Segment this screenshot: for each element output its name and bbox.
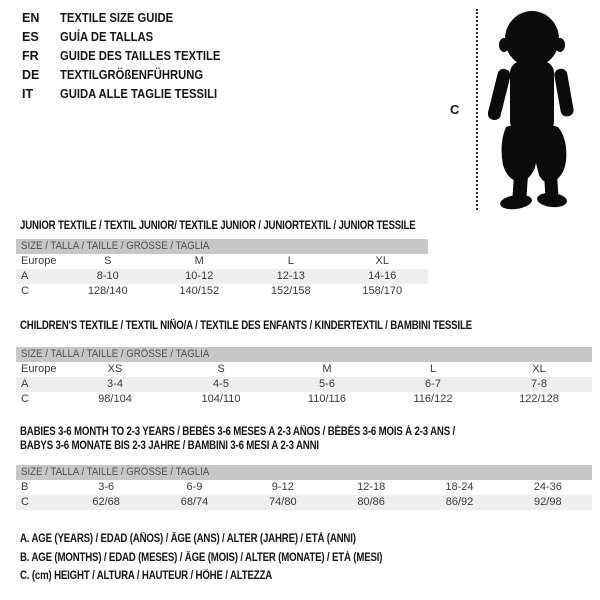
size-cell: XL [375,255,389,267]
language-title: TEXTILE SIZE GUIDE [60,10,174,25]
size-cell: 6-7 [425,378,441,390]
size-cell: 86/92 [445,496,474,508]
size-cell: 74/80 [269,496,297,508]
size-cell: M [194,255,204,267]
babies-table-title: BABIES 3-6 MONTH TO 2-3 YEARS / BEBÉS 3-… [20,426,456,452]
size-header-bar: SIZE / TALLA / TAILLE / GRÖSSE / TAGLIA [16,465,592,480]
row-label: C [21,496,29,508]
language-title: GUIDA ALLE TAGLIE TESSILI [60,86,218,101]
row-label: Europe [21,255,57,267]
table-row: C 98/104 104/110 110/116 116/122 122/128 [16,392,592,407]
row-label: A [21,270,29,282]
height-label-c: C [450,102,460,117]
size-cell: M [322,363,332,375]
size-cell: 3-6 [98,481,115,493]
size-cell: 18-24 [445,481,474,493]
table-row: Europe S M L XL [16,254,428,269]
size-cell: 158/170 [362,285,403,297]
size-cell: 140/152 [179,285,220,297]
language-row: IT GUIDA ALLE TAGLIE TESSILI [22,84,238,103]
table-row: A 3-4 4-5 5-6 6-7 7-8 [16,377,592,392]
size-cell: 128/140 [87,285,128,297]
row-label: C [21,393,29,405]
measurement-legend: A. AGE (YEARS) / EDAD (AÑOS) / ÂGE (ANS)… [20,533,451,589]
size-cell: 6-9 [186,481,203,493]
language-row: EN TEXTILE SIZE GUIDE [22,8,238,27]
size-cell: 62/68 [92,496,120,508]
size-cell: 10-12 [185,270,214,282]
size-cell: 104/110 [201,393,241,405]
language-code: EN [22,10,40,25]
size-cell: 110/116 [307,393,347,405]
language-list: EN TEXTILE SIZE GUIDE ES GUÍA DE TALLAS … [22,8,238,103]
size-cell: 4-5 [213,378,229,390]
size-cell: 9-12 [271,481,294,493]
size-cell: 12-18 [357,481,386,493]
size-cell: XS [107,363,123,375]
size-cell: 116/122 [413,393,453,405]
language-title: TEXTILGRÖßENFÜHRUNG [60,67,204,82]
size-cell: 3-4 [107,378,123,390]
size-cell: S [217,363,225,375]
table-row: A 8-10 10-12 12-13 14-16 [16,269,428,284]
size-cell: 152/158 [270,285,311,297]
size-cell: 24-36 [533,481,562,493]
table-row: B 3-6 6-9 9-12 12-18 18-24 24-36 [16,480,592,495]
babies-size-table: SIZE / TALLA / TAILLE / GRÖSSE / TAGLIA … [16,465,592,510]
language-row: DE TEXTILGRÖßENFÜHRUNG [22,65,238,84]
children-size-table: SIZE / TALLA / TAILLE / GRÖSSE / TAGLIA … [16,347,592,407]
language-code: FR [22,48,39,63]
table-row: C 62/68 68/74 74/80 80/86 86/92 92/98 [16,495,592,510]
language-title: GUÍA DE TALLAS [60,29,154,44]
size-cell: 92/98 [534,496,562,508]
language-code: ES [22,29,39,44]
language-title: GUIDE DES TAILLES TEXTILE [60,48,221,63]
size-cell: 7-8 [531,378,547,390]
row-label: Europe [21,363,57,375]
size-cell: 122/128 [519,393,559,405]
size-cell: 14-16 [368,270,397,282]
size-cell: 8-10 [96,270,119,282]
legend-line-b: B. AGE (MONTHS) / EDAD (MESES) / ÂGE (MO… [20,551,383,564]
size-cell: 80/86 [357,496,385,508]
language-code: IT [22,86,34,101]
size-cell: S [104,255,112,267]
row-label: C [21,285,29,297]
size-header-bar: SIZE / TALLA / TAILLE / GRÖSSE / TAGLIA [16,347,592,362]
table-rows: Europe S M L XL A 8-10 10-12 12-13 14-16 C 128/140 1… [16,254,428,299]
legend-line-a: A. AGE (YEARS) / EDAD (AÑOS) / ÂGE (ANS)… [20,533,356,545]
height-dotted-line [476,9,478,210]
size-cell: L [429,363,437,375]
table-row: Europe XS S M L XL [16,362,592,377]
row-label: B [21,481,29,493]
children-table-title: CHILDREN'S TEXTILE / TEXTIL NIÑO/A / TEX… [20,320,472,332]
size-header-bar: SIZE / TALLA / TAILLE / GRÖSSE / TAGLIA [16,239,428,254]
junior-table-title: JUNIOR TEXTILE / TEXTIL JUNIOR/ TEXTILE … [20,220,416,232]
size-cell: 68/74 [180,496,209,508]
table-row: C 128/140 140/152 152/158 158/170 [16,284,428,299]
language-row: ES GUÍA DE TALLAS [22,27,238,46]
language-code: DE [22,67,40,82]
size-cell: 5-6 [319,378,335,390]
row-label: A [21,378,29,390]
size-cell: XL [532,363,546,375]
language-row: FR GUIDE DES TAILLES TEXTILE [22,46,238,65]
size-cell: 98/104 [98,393,132,405]
junior-size-table: SIZE / TALLA / TAILLE / GRÖSSE / TAGLIA … [16,239,428,299]
legend-line-c: C. (cm) HEIGHT / ALTURA / HAUTEUR / HÖHE… [20,570,273,582]
table-rows: B 3-6 6-9 9-12 12-18 18-24 24-36 C 62/68 68/74 74/… [16,480,592,510]
baby-silhouette [488,11,574,210]
table-rows: Europe XS S M L XL A 3-4 4-5 5-6 6-7 7-8 C 98/104 104/… [16,362,592,407]
size-cell: 12-13 [276,270,305,282]
size-cell: L [287,255,294,267]
